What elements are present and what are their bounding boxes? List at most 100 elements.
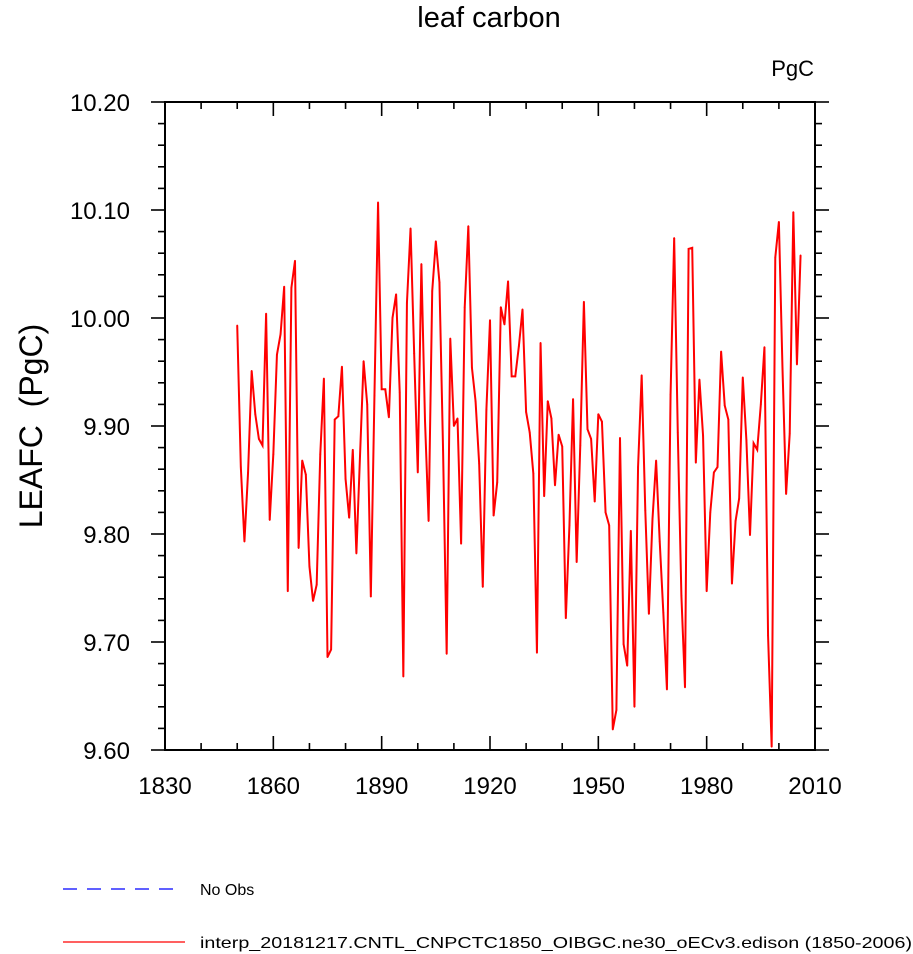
data-point [521, 308, 524, 311]
data-point [796, 363, 798, 366]
data-point [384, 388, 387, 391]
data-point [369, 595, 372, 598]
data-point [351, 448, 354, 451]
data-point [756, 448, 759, 451]
data-point [467, 225, 470, 228]
data-point [723, 404, 726, 407]
data-point [550, 417, 553, 420]
data-point [416, 471, 419, 474]
data-point [799, 254, 802, 257]
data-point [702, 434, 704, 437]
data-point [579, 444, 582, 447]
data-point [434, 240, 437, 243]
data-point [680, 594, 683, 597]
data-point [608, 524, 611, 527]
data-point [481, 586, 484, 588]
data-point [575, 561, 578, 563]
data-point [344, 478, 347, 480]
data-point [741, 376, 744, 379]
data-point [366, 403, 369, 406]
data-point [424, 419, 426, 422]
data-point [315, 583, 318, 586]
data-point [402, 675, 405, 678]
data-point [474, 400, 477, 403]
data-point [561, 445, 564, 448]
data-point [409, 227, 412, 230]
data-point [528, 431, 531, 434]
data-point [431, 290, 434, 292]
data-point [236, 324, 239, 327]
data-point [449, 337, 452, 340]
legend-label-model: interp_20181217.CNTL_CNPCTC1850_OIBGC.ne… [200, 935, 912, 952]
data-point [752, 442, 755, 445]
data-point [640, 374, 643, 377]
units-label: PgC [771, 56, 814, 81]
data-point [774, 256, 777, 259]
data-point [554, 484, 556, 487]
data-point [499, 306, 502, 309]
data-point [763, 346, 766, 349]
data-point [749, 534, 751, 536]
data-point [377, 201, 379, 204]
y-axis-label: LEAFC (PgC) [13, 324, 49, 528]
data-point [705, 590, 708, 593]
data-point [341, 365, 343, 368]
data-point [669, 393, 672, 396]
data-point [492, 514, 495, 517]
data-point [655, 459, 658, 462]
data-point [712, 471, 715, 474]
data-point [525, 411, 528, 413]
data-point [276, 353, 278, 356]
series-layer [236, 201, 802, 748]
data-point [557, 433, 560, 436]
data-point [673, 237, 676, 239]
data-point [333, 418, 336, 421]
data-point [337, 415, 340, 418]
data-point [514, 375, 517, 378]
data-point [391, 317, 394, 319]
data-point [254, 413, 257, 416]
data-point [637, 466, 639, 468]
data-point [478, 462, 481, 465]
data-point [633, 705, 636, 708]
data-point [687, 247, 690, 250]
data-point [250, 370, 253, 372]
data-point [582, 300, 585, 303]
data-point [297, 547, 300, 549]
y-tick-label: 9.80 [83, 522, 130, 549]
data-point [261, 444, 264, 447]
data-point [568, 524, 571, 527]
data-point [243, 540, 246, 543]
data-point [611, 728, 614, 731]
data-point [694, 461, 697, 464]
data-point [691, 246, 694, 249]
data-point [286, 590, 289, 593]
x-tick-label: 1980 [680, 773, 733, 800]
data-point [272, 453, 275, 455]
data-point [629, 529, 632, 532]
data-point [413, 352, 416, 355]
data-point [731, 582, 733, 585]
y-tick-label: 9.70 [83, 630, 130, 657]
data-point [767, 634, 769, 637]
data-point [257, 438, 260, 440]
data-point [698, 378, 701, 381]
data-point [304, 473, 307, 476]
data-point [785, 493, 788, 495]
data-point [644, 509, 647, 512]
data-point [395, 293, 398, 296]
data-point [265, 312, 268, 315]
data-point [539, 341, 542, 344]
data-point [564, 617, 567, 620]
data-point [471, 366, 473, 369]
data-point [510, 375, 513, 378]
data-point [593, 500, 596, 503]
y-tick-label: 9.60 [83, 738, 130, 765]
data-point [442, 448, 444, 451]
chart-title: leaf carbon [417, 2, 561, 34]
x-tick-label: 1830 [138, 773, 191, 800]
data-point [597, 413, 600, 416]
data-point [572, 398, 574, 400]
data-point [247, 471, 249, 474]
data-point [676, 431, 679, 434]
